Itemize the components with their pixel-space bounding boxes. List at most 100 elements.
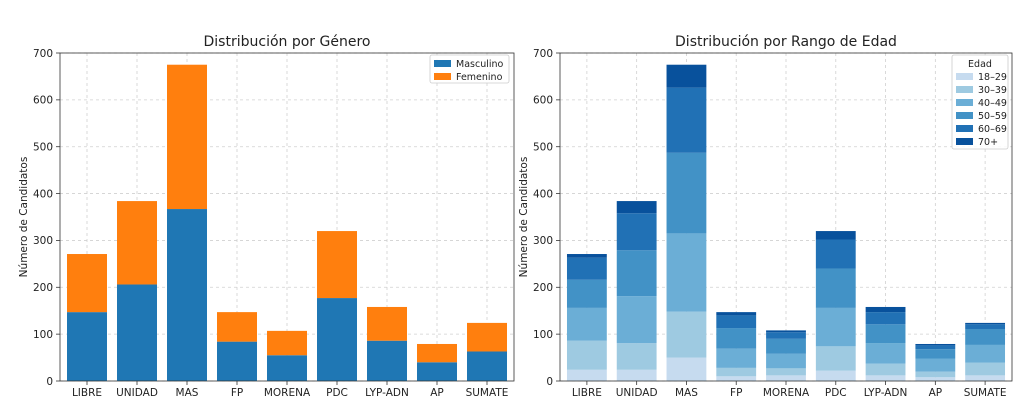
- bar-lyp-adn-5: [865, 312, 906, 325]
- x-tick-label: AP: [929, 387, 943, 399]
- y-axis-label: Número de Candidatos: [518, 157, 530, 278]
- y-axis-label: Número de Candidatos: [18, 157, 30, 278]
- bar-fp-2: [716, 367, 757, 377]
- bar-mas-2: [167, 64, 207, 210]
- bar-libre-6: [566, 254, 607, 258]
- legend-label: 60–69: [978, 124, 1007, 135]
- x-tick-label: MORENA: [763, 387, 810, 399]
- y-tick-label: 100: [33, 329, 53, 341]
- bar-fp-4: [716, 328, 757, 349]
- legend-label: 70+: [978, 137, 998, 148]
- y-tick-label: 500: [33, 142, 53, 154]
- bar-pdc-2: [317, 231, 357, 299]
- bar-ap-2: [417, 343, 457, 363]
- y-tick-label: 700: [533, 48, 553, 60]
- bar-ap-3: [915, 358, 956, 372]
- series-5: [566, 87, 1006, 350]
- bar-mas-1: [666, 357, 707, 381]
- bar-mas-5: [666, 87, 707, 153]
- series-3: [566, 233, 1006, 372]
- series-1: [566, 357, 1006, 381]
- y-tick-label: 0: [46, 376, 53, 388]
- legend-swatch: [956, 138, 973, 145]
- legend-swatch: [956, 112, 973, 119]
- x-tick-label: FP: [231, 387, 243, 399]
- bar-lyp-adn-1: [865, 375, 906, 381]
- bar-pdc-4: [815, 268, 856, 308]
- legend-swatch: [434, 73, 451, 80]
- bar-lyp-adn-4: [865, 324, 906, 344]
- bar-sumate-1: [467, 351, 507, 381]
- legend: Edad 18–29 30–39 40–49 50–59 60–69 70+: [951, 54, 1009, 150]
- bar-fp-6: [716, 312, 757, 316]
- bar-ap-1: [915, 377, 956, 381]
- bar-sumate-5: [965, 324, 1006, 329]
- bar-fp-2: [217, 312, 257, 342]
- bar-unidad-6: [616, 201, 657, 214]
- bar-ap-4: [915, 349, 956, 359]
- bar-mas-1: [167, 209, 207, 381]
- bar-morena-1: [766, 375, 806, 381]
- y-tick-label: 600: [33, 95, 53, 107]
- bar-unidad-1: [117, 284, 157, 381]
- bar-pdc-2: [815, 346, 856, 371]
- x-tick-label: MAS: [176, 387, 199, 399]
- bar-ap-1: [417, 362, 457, 381]
- bar-unidad-2: [117, 201, 157, 285]
- chart-panel-1: 0 100 200 300 400 500 600 700 LIBRE UNIDAD MAS FP MO…: [18, 34, 515, 399]
- y-tick-label: 400: [33, 188, 53, 200]
- bar-morena-2: [766, 368, 806, 376]
- x-tick-label: PDC: [326, 387, 348, 399]
- x-tick-label: SUMATE: [466, 387, 509, 399]
- bar-ap-6: [915, 343, 956, 346]
- bar-mas-6: [666, 64, 707, 88]
- bar-libre-1: [566, 369, 607, 381]
- legend-swatch: [956, 99, 973, 106]
- bar-fp-3: [716, 348, 757, 368]
- bar-fp-1: [217, 341, 257, 381]
- chart-title: Distribución por Género: [204, 34, 371, 50]
- bar-fp-5: [716, 315, 757, 329]
- series-2: [67, 64, 507, 363]
- legend-label: 50–59: [978, 111, 1007, 122]
- bar-mas-3: [666, 233, 707, 312]
- x-tick-label: LIBRE: [72, 387, 102, 399]
- bar-libre-3: [566, 307, 607, 341]
- bar-libre-4: [566, 279, 607, 308]
- x-tick-label: MORENA: [264, 387, 311, 399]
- bar-pdc-5: [815, 239, 856, 269]
- legend-swatch: [956, 73, 973, 80]
- series-1: [67, 209, 507, 381]
- bar-lyp-adn-2: [865, 363, 906, 376]
- bar-ap-5: [915, 345, 956, 350]
- bar-sumate-2: [965, 362, 1006, 376]
- bar-morena-4: [766, 338, 806, 354]
- bar-morena-5: [766, 332, 806, 339]
- x-tick-label: SUMATE: [964, 387, 1007, 399]
- bar-lyp-adn-2: [367, 306, 407, 341]
- y-tick-label: 0: [546, 376, 553, 388]
- legend-label: Masculino: [456, 59, 504, 70]
- series-6: [566, 64, 1006, 346]
- bar-morena-2: [267, 330, 307, 356]
- x-tick-label: LYP-ADN: [365, 387, 409, 399]
- x-tick-label: FP: [730, 387, 742, 399]
- legend-title: Edad: [968, 59, 992, 70]
- bar-mas-2: [666, 311, 707, 358]
- x-tick-label: MAS: [675, 387, 698, 399]
- bar-lyp-adn-3: [865, 343, 906, 364]
- x-tick-label: UNIDAD: [116, 387, 158, 399]
- bar-morena-3: [766, 353, 806, 369]
- legend-swatch: [956, 125, 973, 132]
- y-tick-label: 700: [33, 48, 53, 60]
- y-tick-label: 100: [533, 329, 553, 341]
- legend-swatch: [956, 86, 973, 93]
- bar-unidad-1: [616, 369, 657, 381]
- bar-lyp-adn-6: [865, 306, 906, 313]
- bar-sumate-2: [467, 322, 507, 352]
- bar-sumate-1: [965, 375, 1006, 381]
- series-2: [566, 311, 1006, 378]
- bar-unidad-5: [616, 213, 657, 251]
- legend-label: Femenino: [456, 72, 503, 83]
